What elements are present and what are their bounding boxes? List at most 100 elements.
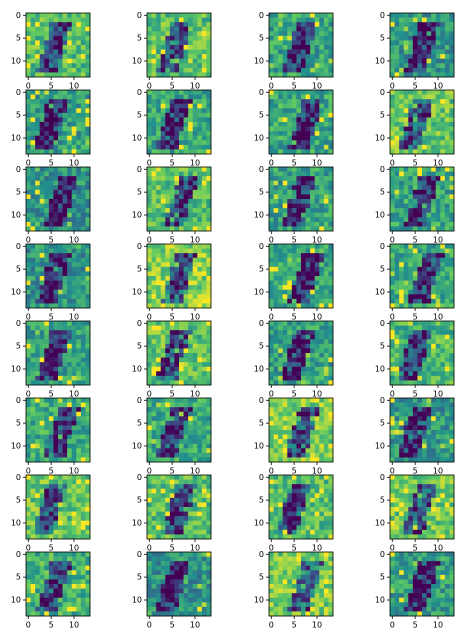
pixel	[413, 104, 418, 109]
pixel	[431, 435, 436, 440]
pixel	[440, 131, 445, 136]
pixel	[390, 222, 395, 227]
pixel	[436, 140, 441, 145]
pixel	[427, 222, 432, 227]
pixel	[310, 63, 315, 68]
pixel	[449, 13, 454, 18]
pixel	[310, 457, 315, 462]
pixel	[404, 68, 409, 73]
pixel	[156, 249, 161, 254]
pixel	[193, 194, 198, 199]
pixel	[31, 421, 36, 426]
pixel	[274, 194, 279, 199]
pixel	[44, 99, 49, 104]
pixel	[310, 54, 315, 59]
pixel	[202, 425, 207, 430]
pixel	[408, 435, 413, 440]
pixel	[422, 217, 427, 222]
pixel	[328, 140, 333, 145]
pixel	[26, 416, 31, 421]
pixel	[35, 99, 40, 104]
pixel	[413, 36, 418, 41]
pixel	[49, 344, 54, 349]
pixel	[40, 380, 45, 385]
pixel	[49, 122, 54, 127]
pixel	[427, 371, 432, 376]
pixel	[72, 412, 77, 417]
pixel	[408, 371, 413, 376]
pixel	[417, 362, 422, 367]
pixel	[156, 330, 161, 335]
pixel	[161, 22, 166, 27]
pixel	[49, 31, 54, 36]
pixel	[188, 63, 193, 68]
pixel	[188, 50, 193, 55]
pixel	[306, 204, 311, 209]
pixel	[404, 425, 409, 430]
pixel	[174, 99, 179, 104]
pixel	[26, 403, 31, 408]
pixel	[269, 271, 274, 276]
pixel	[399, 412, 404, 417]
pixel	[26, 330, 31, 335]
pixel	[287, 339, 292, 344]
pixel	[315, 439, 320, 444]
pixel	[328, 321, 333, 326]
pixel	[161, 194, 166, 199]
pixel	[440, 167, 445, 172]
pixel	[436, 244, 441, 249]
pixel	[287, 63, 292, 68]
pixel	[315, 276, 320, 281]
pixel	[156, 326, 161, 331]
pixel	[427, 140, 432, 145]
pixel	[449, 226, 454, 231]
pixel	[197, 398, 202, 403]
pixel	[413, 213, 418, 218]
pixel	[156, 416, 161, 421]
pixel	[306, 335, 311, 340]
pixel	[184, 326, 189, 331]
pixel	[440, 371, 445, 376]
pixel	[161, 398, 166, 403]
pixel	[40, 457, 45, 462]
pixel	[76, 281, 81, 286]
pixel	[427, 90, 432, 95]
pixel	[63, 403, 68, 408]
pixel	[49, 262, 54, 267]
pixel	[408, 430, 413, 435]
pixel	[44, 425, 49, 430]
pixel	[431, 40, 436, 45]
pixel	[436, 204, 441, 209]
pixel	[193, 303, 198, 308]
pixel	[399, 358, 404, 363]
y-tick-label: 0	[380, 242, 385, 251]
pixel	[170, 299, 175, 304]
pixel	[449, 267, 454, 272]
pixel	[413, 290, 418, 295]
pixel	[422, 271, 427, 276]
pixel	[301, 68, 306, 73]
pixel	[269, 95, 274, 100]
pixel	[81, 172, 86, 177]
pixel	[390, 190, 395, 195]
pixel	[440, 222, 445, 227]
pixel	[319, 367, 324, 372]
pixel	[44, 371, 49, 376]
pixel	[63, 448, 68, 453]
pixel	[58, 95, 63, 100]
pixel	[395, 131, 400, 136]
pixel	[301, 276, 306, 281]
pixel	[269, 136, 274, 141]
pixel	[206, 439, 211, 444]
pixel	[165, 344, 170, 349]
pixel	[53, 276, 58, 281]
pixel	[206, 185, 211, 190]
pixel	[152, 122, 157, 127]
pixel	[301, 18, 306, 23]
pixel	[278, 430, 283, 435]
pixel	[147, 367, 152, 372]
pixel	[436, 416, 441, 421]
pixel	[44, 190, 49, 195]
pixel	[53, 299, 58, 304]
pixel	[324, 294, 329, 299]
